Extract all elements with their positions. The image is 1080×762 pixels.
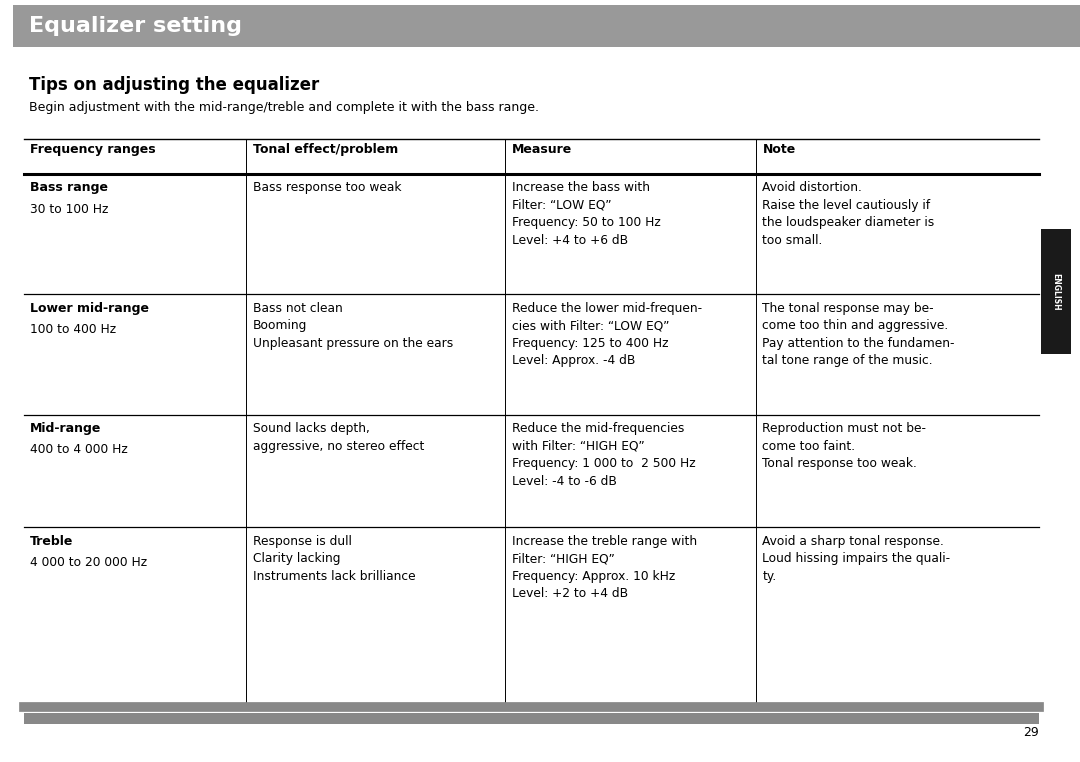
Text: 29: 29 [1023,726,1039,739]
Text: Avoid distortion.
Raise the level cautiously if
the loudspeaker diameter is
too : Avoid distortion. Raise the level cautio… [762,181,934,247]
Text: Reduce the lower mid-frequen-
cies with Filter: “LOW EQ”
Frequency: 125 to 400 H: Reduce the lower mid-frequen- cies with … [512,302,702,367]
Text: Increase the bass with
Filter: “LOW EQ”
Frequency: 50 to 100 Hz
Level: +4 to +6 : Increase the bass with Filter: “LOW EQ” … [512,181,661,247]
Text: Begin adjustment with the mid-range/treble and complete it with the bass range.: Begin adjustment with the mid-range/treb… [29,101,539,114]
Text: Sound lacks depth,
aggressive, no stereo effect: Sound lacks depth, aggressive, no stereo… [253,422,424,453]
Text: Reduce the mid-frequencies
with Filter: “HIGH EQ”
Frequency: 1 000 to  2 500 Hz
: Reduce the mid-frequencies with Filter: … [512,422,696,488]
Text: Bass range: Bass range [30,181,108,194]
FancyBboxPatch shape [24,713,1039,724]
Text: Bass not clean
Booming
Unpleasant pressure on the ears: Bass not clean Booming Unpleasant pressu… [253,302,453,350]
FancyBboxPatch shape [1041,229,1071,354]
Text: ENGLISH: ENGLISH [1052,273,1061,310]
FancyBboxPatch shape [13,5,1080,47]
Text: Tonal effect/problem: Tonal effect/problem [253,143,397,156]
Text: Lower mid-range: Lower mid-range [30,302,149,315]
Text: Tips on adjusting the equalizer: Tips on adjusting the equalizer [29,76,320,94]
Text: Mid-range: Mid-range [30,422,102,435]
Text: Frequency ranges: Frequency ranges [30,143,156,156]
Text: 400 to 4 000 Hz: 400 to 4 000 Hz [30,443,129,456]
Text: The tonal response may be-
come too thin and aggressive.
Pay attention to the fu: The tonal response may be- come too thin… [762,302,955,367]
Text: Treble: Treble [30,535,73,548]
Text: Reproduction must not be-
come too faint.
Tonal response too weak.: Reproduction must not be- come too faint… [762,422,927,470]
Text: Increase the treble range with
Filter: “HIGH EQ”
Frequency: Approx. 10 kHz
Level: Increase the treble range with Filter: “… [512,535,697,600]
Text: 4 000 to 20 000 Hz: 4 000 to 20 000 Hz [30,556,147,569]
Text: Equalizer setting: Equalizer setting [29,16,242,37]
Text: 100 to 400 Hz: 100 to 400 Hz [30,323,117,336]
Text: Note: Note [762,143,796,156]
Text: Avoid a sharp tonal response.
Loud hissing impairs the quali-
ty.: Avoid a sharp tonal response. Loud hissi… [762,535,950,583]
Text: Bass response too weak: Bass response too weak [253,181,402,194]
Text: Measure: Measure [512,143,572,156]
Text: Response is dull
Clarity lacking
Instruments lack brilliance: Response is dull Clarity lacking Instrum… [253,535,416,583]
Text: 30 to 100 Hz: 30 to 100 Hz [30,203,109,216]
